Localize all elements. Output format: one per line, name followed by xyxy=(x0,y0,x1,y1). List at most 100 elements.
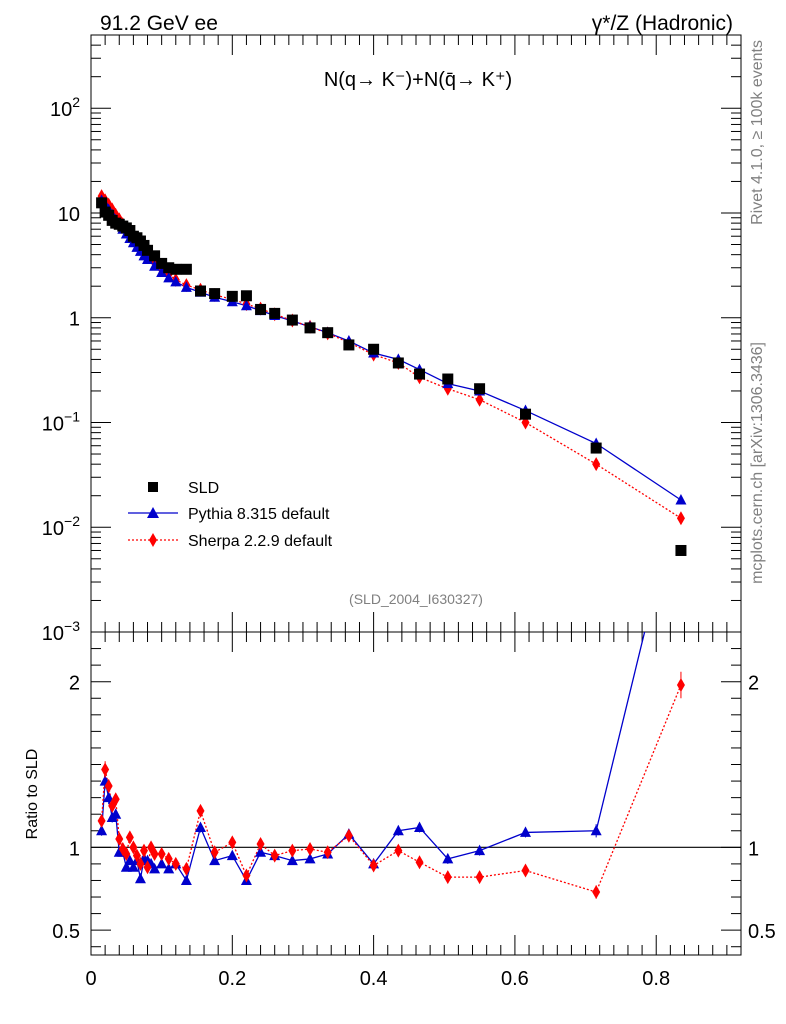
main-y-tick-label: 1 xyxy=(69,309,80,331)
sherpa-ratio-line xyxy=(100,684,682,893)
sherpa-ratio-point xyxy=(101,762,110,777)
sherpa-ratio-point xyxy=(394,843,403,858)
sherpa-ratio-point xyxy=(132,848,141,863)
x-tick-label: 0.4 xyxy=(360,968,388,990)
pythia-ratio-point xyxy=(474,844,486,856)
data-point xyxy=(474,383,486,395)
pythia-ratio-point xyxy=(134,872,146,884)
pythia-ratio-point xyxy=(255,846,267,857)
sherpa-ratio-point xyxy=(111,792,120,807)
main-y-tick-label: 10−1 xyxy=(42,408,80,435)
sherpa-point xyxy=(475,392,484,407)
legend-label-sherpa: Sherpa 2.2.9 default xyxy=(188,533,333,550)
sherpa-ratio-point xyxy=(443,870,452,885)
sherpa-ratio-point xyxy=(288,843,297,858)
sherpa-ratio-point xyxy=(115,832,124,847)
rivet-label: Rivet 4.1.0, ≥ 100k events xyxy=(749,40,766,225)
sherpa-ratio-point xyxy=(157,846,166,861)
pythia-ratio-point xyxy=(590,824,602,836)
pythia-point xyxy=(142,253,154,264)
sherpa-ratio-point xyxy=(592,885,601,900)
sherpa-ratio-point xyxy=(210,845,219,860)
data-point xyxy=(590,442,602,454)
sherpa-ratio-point xyxy=(475,870,484,885)
sherpa-point xyxy=(592,457,601,472)
pythia-ratio-point xyxy=(520,826,532,837)
pythia-ratio-point xyxy=(124,854,136,866)
legend-marker-sld xyxy=(148,482,158,492)
legend-label-sld: SLD xyxy=(188,480,219,497)
data-point xyxy=(414,368,426,380)
ratio-series xyxy=(96,632,685,900)
sherpa-ratio-point xyxy=(164,851,173,866)
data-point xyxy=(520,408,532,420)
sherpa-ratio-point xyxy=(228,835,237,850)
pythia-ratio-point xyxy=(304,852,316,864)
ratio-axis-ticks xyxy=(90,632,742,955)
pythia-ratio-point xyxy=(120,861,132,872)
data-point xyxy=(322,327,334,339)
pythia-point xyxy=(163,271,175,283)
pythia-ratio-point xyxy=(226,849,238,861)
sherpa-ratio-point xyxy=(136,856,145,871)
data-point xyxy=(675,544,687,556)
pythia-ratio-point xyxy=(127,861,139,872)
sherpa-ratio-point xyxy=(521,863,530,878)
x-tick-label: 0 xyxy=(85,968,96,990)
data-point xyxy=(156,257,168,269)
plot-title: N(q→ K⁻)+N(q̄→ K⁺) xyxy=(324,69,512,91)
main-y-tick-label: 10 xyxy=(58,204,80,226)
sherpa-ratio-point xyxy=(104,779,113,794)
ratio-plot-area xyxy=(96,632,685,900)
ratio-x-tick-labels: 0 0.2 0.4 0.6 0.8 xyxy=(85,968,670,990)
sherpa-ratio-point xyxy=(256,837,265,852)
sherpa-ratio-point xyxy=(369,858,378,873)
sherpa-ratio-point xyxy=(323,845,332,860)
header-left: 91.2 GeV ee xyxy=(100,12,218,35)
sherpa-ratio-point xyxy=(344,828,353,843)
pythia-point xyxy=(170,275,182,287)
sherpa-ratio-point xyxy=(676,678,685,693)
pythia-ratio-point xyxy=(442,852,454,864)
sherpa-ratio-point xyxy=(415,855,424,870)
main-y-tick-label: 10−3 xyxy=(42,618,80,645)
main-series xyxy=(96,189,687,556)
data-point xyxy=(96,197,108,209)
main-panel: 10−3 10−2 10−1 1 10 102 N(q→ K⁻)+N(q̄→ K⁺) (S… xyxy=(42,34,742,645)
main-y-tick-label: 102 xyxy=(50,94,80,121)
pythia-ratio-point xyxy=(195,821,207,832)
data-point xyxy=(255,303,267,315)
pythia-point xyxy=(156,266,168,278)
pythia-ratio-point xyxy=(103,791,115,803)
x-tick-label: 0.2 xyxy=(218,968,246,990)
ratio-ylabel: Ratio to SLD xyxy=(24,749,41,840)
mcplots-label: mcplots.cern.ch [arXiv:1306.3436] xyxy=(749,342,766,584)
pythia-ratio-point xyxy=(110,808,122,819)
legend-marker-sherpa xyxy=(149,533,157,547)
sherpa-ratio-point xyxy=(125,830,134,845)
data-point xyxy=(269,307,281,319)
pythia-point xyxy=(240,299,252,311)
ratio-y-tick-label-right: 1 xyxy=(748,838,759,860)
data-point xyxy=(209,288,221,300)
sherpa-point xyxy=(676,511,685,526)
header-right: γ*/Z (Hadronic) xyxy=(592,12,733,35)
data-point xyxy=(124,225,136,237)
sherpa-ratio-point xyxy=(182,861,191,876)
legend-marker-pythia xyxy=(147,507,159,518)
pythia-point xyxy=(180,281,192,292)
sherpa-ratio-point xyxy=(171,856,180,871)
data-point xyxy=(170,263,182,275)
pythia-point xyxy=(675,494,687,505)
sherpa-ratio-point xyxy=(242,868,251,883)
ratio-y-tick-label: 1 xyxy=(69,838,80,860)
data-point xyxy=(392,357,404,369)
analysis-label: (SLD_2004_I630327) xyxy=(349,591,483,607)
data-point xyxy=(368,343,380,355)
pythia-ratio-point xyxy=(163,862,175,874)
data-point xyxy=(142,244,154,256)
main-y-tick-labels: 10−3 10−2 10−1 1 10 102 xyxy=(42,94,80,645)
pythia-ratio-point xyxy=(414,821,426,832)
data-point xyxy=(180,263,192,275)
sherpa-ratio-point xyxy=(196,803,205,818)
